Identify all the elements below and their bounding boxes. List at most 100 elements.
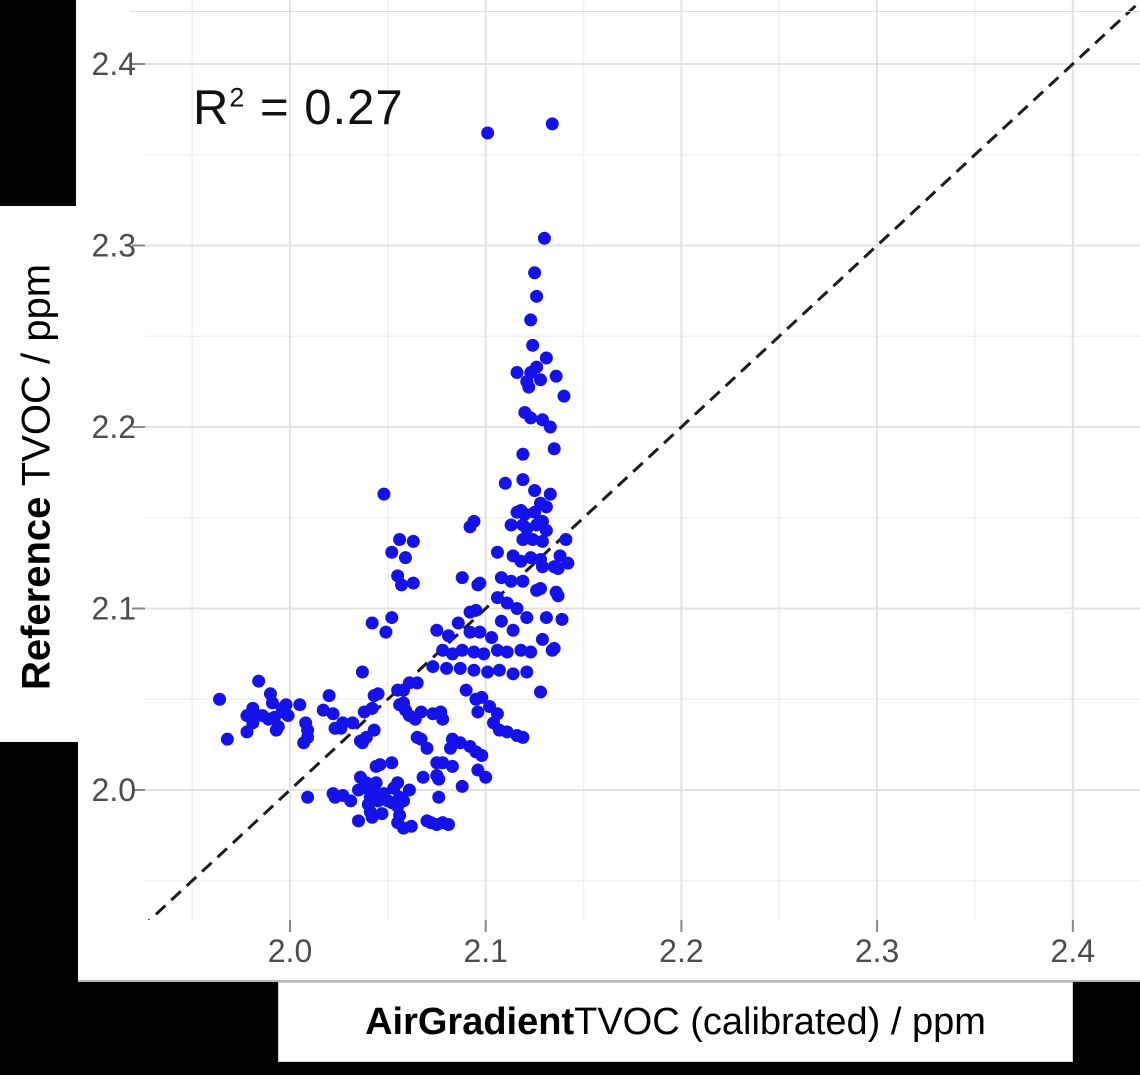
scatter-point (500, 725, 514, 739)
scatter-point (547, 442, 561, 456)
scatter-point (528, 484, 542, 498)
scatter-point (463, 625, 477, 639)
scatter-point (561, 556, 575, 570)
scatter-point (385, 611, 399, 625)
scatter-point (522, 380, 536, 394)
scatter-point (455, 779, 469, 793)
scatter-point (492, 663, 506, 677)
y-tick-label: 2.0 (92, 772, 136, 808)
scatter-point (530, 289, 544, 303)
scatter-point (490, 591, 504, 605)
scatter-point (494, 614, 508, 628)
x-axis-title-box: AirGradient TVOC (calibrated) / ppm (278, 982, 1073, 1062)
scatter-point (406, 576, 420, 590)
scatter-point (479, 770, 493, 784)
identity-dashed-line (147, 0, 1140, 920)
scatter-point (391, 776, 405, 790)
scatter-point (279, 698, 293, 712)
scatter-point (516, 533, 530, 547)
black-patch-top-left (0, 0, 76, 206)
scatter-point (490, 707, 504, 721)
scatter-point (551, 562, 565, 576)
scatter-point (414, 705, 428, 719)
scatter-point (365, 810, 379, 824)
scatter-point (426, 660, 440, 674)
scatter-point (524, 645, 538, 659)
scatter-point (445, 647, 459, 661)
scatter-point (344, 794, 358, 808)
scatter-point (346, 716, 360, 730)
scatter-point (551, 589, 565, 603)
scatter-point (463, 605, 477, 619)
y-axis-title: Reference TVOC / ppm (15, 264, 60, 690)
scatter-point (557, 389, 571, 403)
scatter-point (547, 641, 561, 655)
scatter-point (453, 661, 467, 675)
scatter-point (500, 596, 514, 610)
scatter-point (397, 794, 411, 808)
scatter-point (385, 545, 399, 559)
chart-top-edge (130, 11, 1140, 12)
scatter-point (365, 701, 379, 715)
scatter-point (514, 503, 528, 517)
scatter-point (271, 719, 285, 733)
scatter-point (322, 689, 336, 703)
scatter-point (524, 313, 538, 327)
scatter-point (367, 723, 381, 737)
scatter-point (377, 487, 391, 501)
y-axis-title-rest: TVOC / ppm (14, 263, 59, 497)
scatter-point (535, 632, 549, 646)
scatter-point (477, 647, 491, 661)
r-squared-annotation: R2 = 0.27 (193, 80, 404, 136)
scatter-point (543, 487, 557, 501)
scatter-point (524, 551, 538, 565)
scatter-point (404, 819, 418, 833)
x-tick-label: 2.2 (659, 933, 703, 969)
scatter-point (535, 514, 549, 528)
scatter-point (351, 814, 365, 828)
scatter-point (533, 582, 547, 596)
scatter-point (481, 126, 495, 140)
scatter-point (375, 807, 389, 821)
scatter-point (442, 629, 456, 643)
scatter-point (336, 716, 350, 730)
scatter-point (539, 351, 553, 365)
scatter-point (410, 676, 424, 690)
chart-background: 2.0 2.1 2.2 2.3 2.4 2.0 2.1 2.2 2.3 2.4 R2 = 0.27… (0, 0, 1140, 982)
scatter-point (481, 665, 495, 679)
scatter-point (506, 667, 520, 681)
scatter-point (475, 690, 489, 704)
scatter-point (520, 611, 534, 625)
scatter-plot: 2.0 2.1 2.2 2.3 2.4 2.0 2.1 2.2 2.3 2.4 (92, 0, 1140, 969)
scatter-point (436, 756, 450, 770)
scatter-point (395, 578, 409, 592)
scatter-point (526, 533, 540, 547)
x-axis-title-bold: AirGradient (365, 1000, 575, 1043)
scatter-points (213, 117, 575, 835)
y-axis-title-bold: Reference (14, 496, 59, 691)
scatter-point (559, 533, 573, 547)
scatter-point (442, 817, 456, 831)
black-patch-left (0, 742, 78, 982)
scatter-point (420, 741, 434, 755)
scatter-point (490, 545, 504, 559)
y-tick-label: 2.4 (92, 46, 136, 82)
scatter-point (402, 783, 416, 797)
scatter-point (371, 687, 385, 701)
scatter-point (471, 578, 485, 592)
scatter-point (467, 663, 481, 677)
scatter-point (516, 518, 530, 532)
scatter-point (432, 790, 446, 804)
scatter-point (213, 692, 227, 706)
scatter-point (475, 749, 489, 763)
scatter-point (528, 266, 542, 280)
scatter-point (539, 611, 553, 625)
scatter-point (500, 645, 514, 659)
scatter-point (504, 518, 518, 532)
scatter-point (524, 411, 538, 425)
scatter-point (220, 732, 234, 746)
scatter-point (301, 790, 315, 804)
scatter-point (490, 643, 504, 657)
scatter-point (252, 674, 266, 688)
scatter-point (398, 551, 412, 565)
